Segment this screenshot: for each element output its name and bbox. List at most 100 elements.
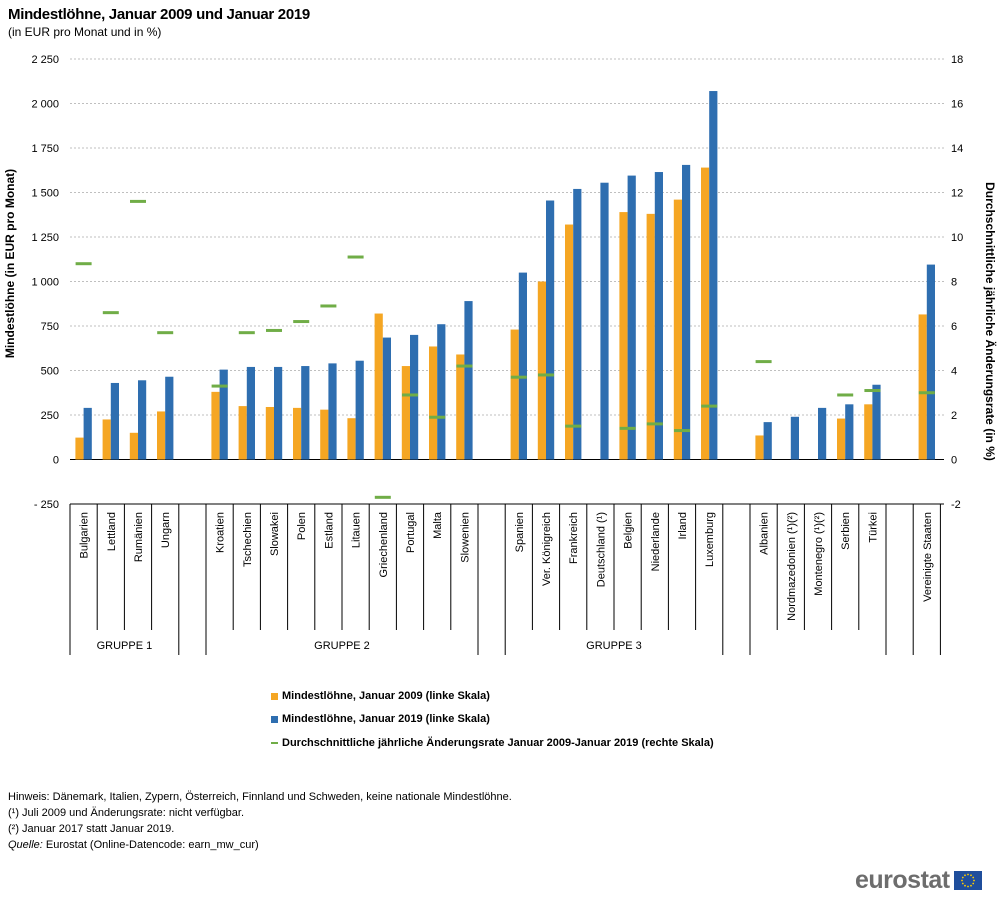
x-tick-label: Kroatien <box>215 512 227 553</box>
bar-2019 <box>246 366 255 460</box>
logo-text: eurostat <box>855 866 950 894</box>
y-left-tick-label: 500 <box>41 366 59 378</box>
x-tick-label: Slowenien <box>459 512 471 563</box>
rate-marker <box>130 199 146 203</box>
note-hint: Hinweis: Dänemark, Italien, Zypern, Öste… <box>8 791 512 803</box>
bar-2019 <box>83 407 92 460</box>
y-left-tick-label: 1 000 <box>31 277 59 289</box>
x-tick-label: Griechenland <box>378 512 390 577</box>
bar-2009 <box>157 411 166 460</box>
bar-2009 <box>401 366 410 460</box>
x-tick-label: Luxemburg <box>704 512 716 567</box>
bar-2019 <box>790 416 799 460</box>
bar-2019 <box>410 334 419 460</box>
bar-2019 <box>682 164 691 460</box>
chart-title: Mindestlöhne, Januar 2009 und Januar 201… <box>8 6 310 23</box>
y-right-tick-label: 16 <box>951 99 963 111</box>
x-tick-label: Lettland <box>106 512 118 551</box>
y-left-tick-label: 0 <box>53 455 59 467</box>
x-tick-label: Slowakei <box>269 512 281 556</box>
rate-marker <box>864 389 881 393</box>
x-tick-label: Serbien <box>840 512 852 550</box>
eu-star-icon <box>966 885 969 888</box>
x-tick-label: Irland <box>677 512 689 540</box>
bar-2019 <box>518 272 527 460</box>
rate-marker <box>238 331 255 335</box>
bar-2019 <box>355 360 364 460</box>
y-right-tick-label: 10 <box>951 232 963 244</box>
bar-2009 <box>211 391 220 460</box>
bar-2019 <box>926 264 935 460</box>
rate-marker <box>538 373 554 377</box>
x-tick-label: Türkei <box>867 512 879 543</box>
bar-2009 <box>320 409 329 460</box>
x-tick-label: Portugal <box>405 512 417 553</box>
bar-2019 <box>627 175 636 460</box>
bar-2019 <box>110 382 119 460</box>
x-tick-label: Albanien <box>759 512 771 555</box>
source-text: Eurostat (Online-Datencode: earn_mw_cur) <box>42 839 259 851</box>
x-tick-label: Rumänien <box>133 512 145 562</box>
eu-star-icon <box>963 884 966 887</box>
eu-star-icon <box>961 882 964 885</box>
group-label: GRUPPE 3 <box>586 640 642 652</box>
bar-2019 <box>818 407 827 460</box>
legend-swatch-2019 <box>271 715 278 723</box>
x-tick-label: Niederlande <box>650 512 662 571</box>
x-tick-label: Bulgarien <box>79 512 91 558</box>
rate-marker <box>837 393 854 397</box>
y-left-tick-label: 2 250 <box>31 54 59 66</box>
y-left-tick-label: 750 <box>41 321 59 333</box>
legend-label-2019: Mindestlöhne, Januar 2019 (linke Skala) <box>282 713 490 725</box>
x-tick-label: Polen <box>296 512 308 540</box>
bar-2009 <box>864 404 873 460</box>
bar-2009 <box>510 329 519 460</box>
rate-marker <box>157 331 174 335</box>
x-tick-label: Montenegro (¹)(²) <box>813 512 825 596</box>
y-left-tick-label: 1 250 <box>31 232 59 244</box>
y-left-tick-label: 250 <box>41 410 59 422</box>
bar-2019 <box>437 324 446 460</box>
eu-star-icon <box>961 876 964 879</box>
eu-star-icon <box>969 884 972 887</box>
bar-2019 <box>845 404 854 460</box>
rate-marker <box>565 424 582 428</box>
x-tick-label: Deutschland (¹) <box>595 512 607 587</box>
y-right-tick-label: 2 <box>951 410 957 422</box>
eu-star-icon <box>969 874 972 877</box>
rate-marker <box>293 320 310 324</box>
rate-marker <box>75 262 92 266</box>
source-label: Quelle: <box>8 839 43 851</box>
rate-marker <box>211 384 228 388</box>
rate-marker <box>429 415 446 419</box>
bar-2019 <box>165 376 174 460</box>
note-footnote-1: (¹) Juli 2009 und Änderungsrate: nicht v… <box>8 807 245 819</box>
y-right-tick-label: 6 <box>951 321 957 333</box>
bar-2019 <box>464 301 473 460</box>
x-tick-label: Ver. Königreich <box>541 512 553 586</box>
y-right-tick-label: 8 <box>951 277 957 289</box>
bar-2009 <box>619 212 628 460</box>
bar-2009 <box>456 354 465 460</box>
x-tick-label: Estland <box>323 512 335 549</box>
bar-2009 <box>347 418 356 460</box>
x-tick-label: Malta <box>432 511 444 539</box>
bar-2019 <box>328 363 337 460</box>
bar-2009 <box>837 418 846 460</box>
bar-2019 <box>763 422 772 460</box>
rate-marker <box>402 393 418 397</box>
y-left-tick-label: 1 750 <box>31 143 59 155</box>
bar-2009 <box>102 419 111 460</box>
rate-marker <box>701 404 718 408</box>
chart-subtitle: (in EUR pro Monat und in %) <box>8 25 162 39</box>
bar-2019 <box>709 91 718 460</box>
chart-area: - 250 0 250 500 750 1 000 1 250 1 500 1 750 2 000… <box>3 54 998 655</box>
rate-marker <box>755 360 772 364</box>
bar-2009 <box>129 432 138 460</box>
bar-2019 <box>219 369 228 460</box>
eu-flag-icon <box>953 871 982 890</box>
bar-2019 <box>382 337 391 460</box>
x-tick-label: Frankreich <box>568 512 580 564</box>
eurostat-logo: eurostat <box>855 866 982 895</box>
rate-marker <box>456 364 473 368</box>
